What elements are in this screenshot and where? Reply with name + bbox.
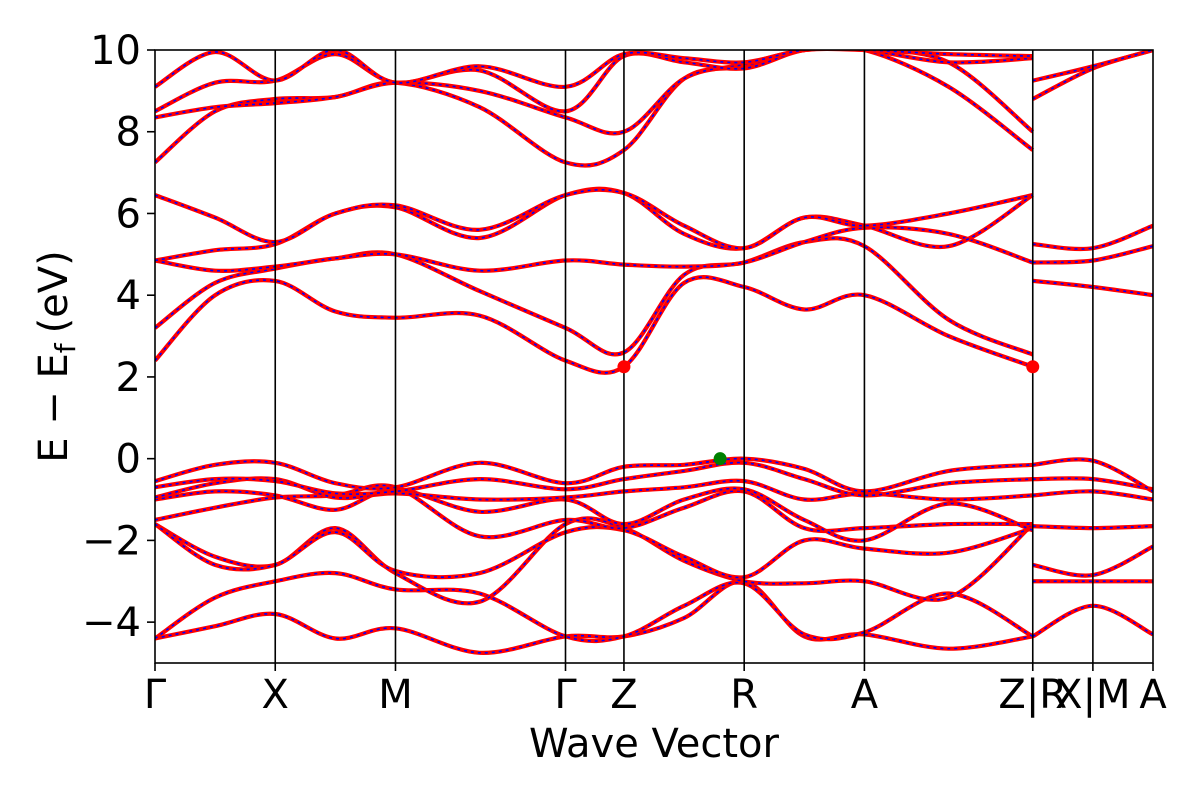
band-line-overlay-5 [155,487,1034,542]
y-tick-label-6: 8 [116,110,141,156]
cbm-marker-1 [1026,360,1040,374]
extrema-markers [617,360,1040,466]
band-line-overlay-12 [155,188,1034,262]
x-axis: Γ X M Γ Z R A Z|RX|M A [144,663,1167,718]
band-line-overlay-8 [155,457,1033,493]
cbm-marker-0 [617,360,631,374]
kpoint-lines [274,50,1094,663]
band-lines [155,50,1153,655]
band-line-overlay-9 [155,276,1034,374]
x-tick-label-7: Z|R [998,672,1067,718]
vbm-marker-2 [713,452,727,466]
band-line-overlay-22 [1032,490,1153,501]
y-tick-label-2: 0 [116,437,141,483]
band-line-overlay-20 [1032,545,1153,577]
y-axis-label-main: E − E [31,353,77,463]
y-axis: −4 −2 0 2 4 6 8 10 [82,28,155,646]
band-line-overlay-25 [1032,280,1153,296]
y-tick-label-4: 4 [116,273,141,319]
x-tick-label-6: A [851,672,879,718]
y-tick-label-5: 6 [116,191,141,237]
band-line-overlay-15 [155,50,1034,135]
band-line-overlay-23 [1032,477,1153,491]
x-tick-label-2: M [378,672,413,718]
band-line-9 [155,275,1034,375]
y-tick-label-7: 10 [90,28,141,74]
band-line-1 [155,570,1034,644]
band-line-overlay-28 [1032,50,1153,100]
x-tick-label-1: X [262,672,289,718]
x-tick-label-0: Γ [144,672,167,718]
x-tick-label-3: Γ [554,672,577,718]
band-line-overlay-4 [155,484,1033,539]
y-axis-label-subscript: f [49,342,82,353]
x-tick-label-5: R [730,672,758,718]
x-axis-label: Wave Vector [529,721,780,767]
band-line-overlay-1 [155,572,1034,642]
band-line-overlay-24 [1032,458,1153,493]
band-line-overlay-27 [1032,224,1153,250]
plot-frame [154,49,1154,664]
y-tick-label-1: −2 [82,518,141,564]
band-line-10 [155,236,1034,357]
y-tick-label-3: 2 [116,355,141,401]
band-line-11 [155,225,1034,273]
x-tick-label-9: A [1139,672,1167,718]
band-line-overlay-21 [1032,525,1153,529]
x-tick-label-4: Z [610,672,637,718]
band-line-12 [155,186,1034,263]
band-line-overlay-0 [155,580,1033,654]
band-line-14 [155,50,1035,168]
y-axis-label-unit: (eV) [31,250,77,333]
y-axis-label: E − Ef (eV) [31,250,82,463]
band-line-overlay-18 [1032,604,1153,638]
band-line-overlay-17 [155,50,1033,88]
x-tick-label-8: X|M [1055,672,1130,718]
band-line-overlay-10 [155,237,1034,356]
y-tick-label-0: −4 [82,600,141,646]
band-line-3 [155,522,1034,580]
